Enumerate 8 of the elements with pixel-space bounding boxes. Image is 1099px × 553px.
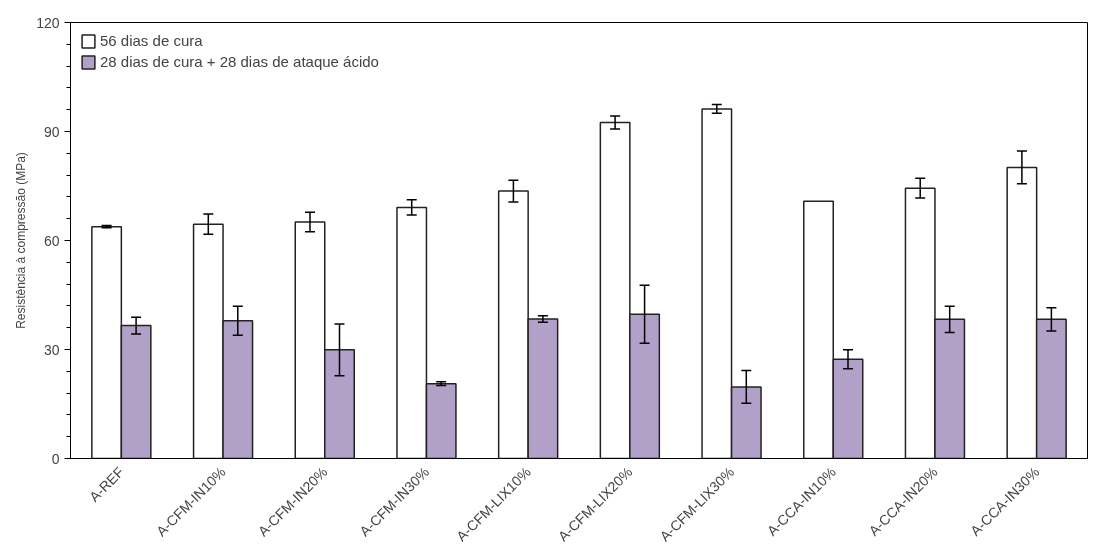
legend-label: 56 dias de cura <box>100 32 203 49</box>
legend-label: 28 dias de cura + 28 dias de ataque ácido <box>100 53 379 70</box>
y-tick-label: 30 <box>43 341 60 358</box>
y-tick-label: 90 <box>43 123 60 140</box>
y-tick-label: 60 <box>43 232 60 249</box>
y-axis-title: Resistência à compressão (MPa) <box>14 152 29 329</box>
y-tick-label: 0 <box>51 450 60 467</box>
y-tick-label: 120 <box>36 14 60 31</box>
